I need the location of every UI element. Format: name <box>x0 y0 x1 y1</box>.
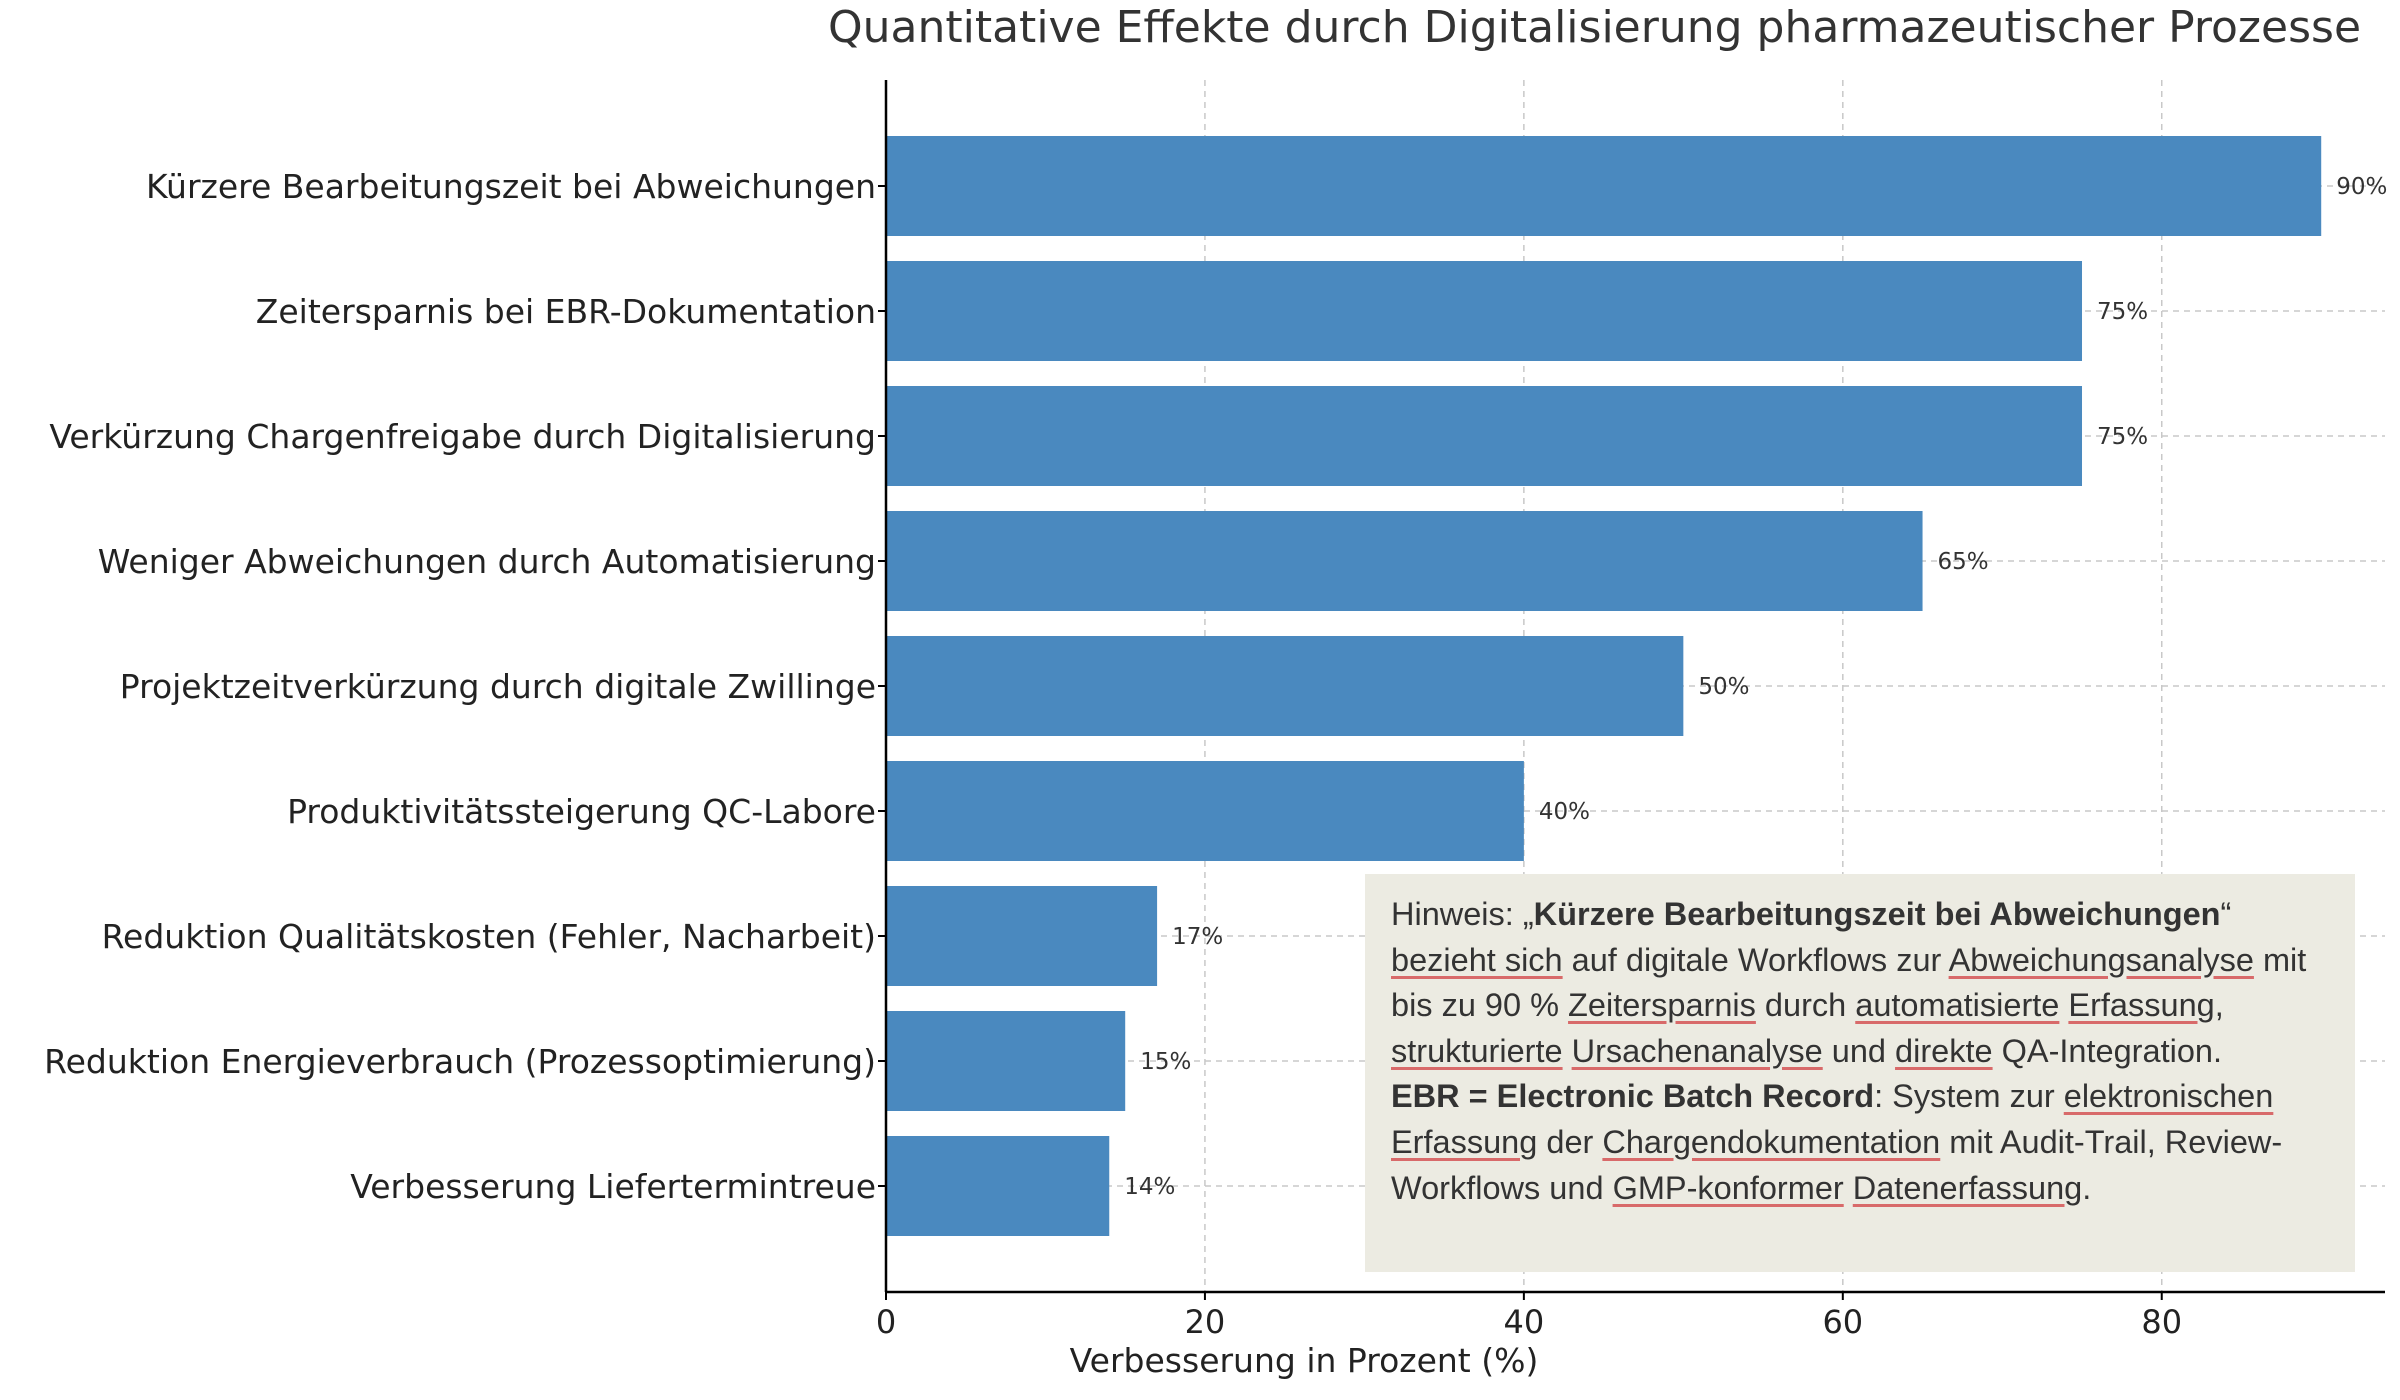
value-label: 75% <box>2097 424 2148 450</box>
category-label: Zeitersparnis bei EBR-Dokumentation <box>256 292 876 331</box>
bar <box>886 1011 1126 1111</box>
value-label: 15% <box>1140 1049 1191 1075</box>
bar <box>886 1136 1110 1236</box>
category-label: Weniger Abweichungen durch Automatisieru… <box>98 542 876 581</box>
category-label: Reduktion Qualitätskosten (Fehler, Nacha… <box>102 917 876 956</box>
chart-title: Quantitative Effekte durch Digitalisieru… <box>828 2 2362 53</box>
bar <box>886 386 2083 486</box>
x-tick-label: 40 <box>1504 1303 1545 1341</box>
bar <box>886 261 2083 361</box>
category-labels: Kürzere Bearbeitungszeit bei Abweichunge… <box>44 167 876 1206</box>
bar <box>886 886 1158 986</box>
bar <box>886 636 1684 736</box>
value-label: 14% <box>1124 1174 1175 1200</box>
x-axis-label: Verbesserung in Prozent (%) <box>1070 1341 1539 1380</box>
note-ebr-term: EBR = Electronic Batch Record <box>1391 1078 1875 1115</box>
bars <box>886 136 2322 1236</box>
annotation-box: Hinweis: „Kürzere Bearbeitungszeit bei A… <box>1365 874 2355 1272</box>
value-label: 75% <box>2097 299 2148 325</box>
value-label: 40% <box>1539 799 1590 825</box>
value-labels: 90% 75% 75% 65% 50% 40% 17% 15% 14% <box>1124 174 2387 1200</box>
category-label: Verbesserung Liefertermintreue <box>350 1167 876 1206</box>
value-label: 17% <box>1172 924 1223 950</box>
bar <box>886 136 2322 236</box>
x-tick-label: 80 <box>2141 1303 2182 1341</box>
value-label: 65% <box>1938 549 1989 575</box>
x-tick-label: 20 <box>1185 1303 1226 1341</box>
axes <box>878 80 2385 1300</box>
category-label: Projektzeitverkürzung durch digitale Zwi… <box>120 667 876 706</box>
category-label: Verkürzung Chargenfreigabe durch Digital… <box>49 417 876 456</box>
category-label: Reduktion Energieverbrauch (Prozessoptim… <box>44 1042 876 1081</box>
value-label: 50% <box>1698 674 1749 700</box>
note-paragraph-2: EBR = Electronic Batch Record: System zu… <box>1391 1078 2283 1206</box>
x-tick-labels: 0 20 40 60 80 <box>876 1303 2182 1341</box>
bar <box>886 761 1524 861</box>
bar <box>886 511 1923 611</box>
category-label: Produktivitätssteigerung QC-Labore <box>287 792 876 831</box>
x-tick-label: 0 <box>876 1303 896 1341</box>
note-bold-term: Kürzere Bearbeitungszeit bei Abweichunge… <box>1533 896 2221 932</box>
x-tick-label: 60 <box>1822 1303 1863 1341</box>
value-label: 90% <box>2336 174 2387 200</box>
note-paragraph-1: Hinweis: „Kürzere Bearbeitungszeit bei A… <box>1391 896 2307 1069</box>
category-label: Kürzere Bearbeitungszeit bei Abweichunge… <box>146 167 876 206</box>
